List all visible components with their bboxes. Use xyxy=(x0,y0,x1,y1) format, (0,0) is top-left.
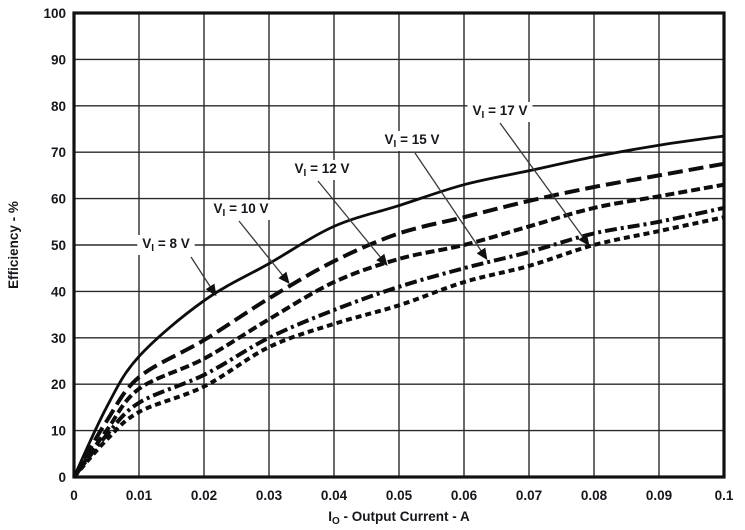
curve-label: VI = 8 V xyxy=(142,236,189,254)
annotation-arrow xyxy=(190,256,217,297)
plot-frame xyxy=(72,11,726,479)
x-tick-label: 0.07 xyxy=(516,488,542,503)
y-tick-label: 80 xyxy=(51,99,66,114)
curve-label-box xyxy=(379,131,445,151)
y-tick-label: 20 xyxy=(51,377,66,392)
annotation-arrow xyxy=(499,122,590,247)
y-tick-label: 90 xyxy=(51,52,66,67)
x-tick-label: 0.03 xyxy=(256,488,283,503)
x-tick-label: 0.08 xyxy=(581,488,608,503)
x-axis-title: IO - Output Current - A xyxy=(328,509,470,527)
y-tick-label: 30 xyxy=(51,331,66,346)
curve-label: VI = 17 V xyxy=(473,103,528,121)
y-tick-label: 10 xyxy=(51,424,66,439)
x-tick-label: 0.09 xyxy=(646,488,672,503)
curve-label-box xyxy=(289,160,355,180)
y-tick-label: 60 xyxy=(51,192,66,207)
x-tick-label: 0.04 xyxy=(321,488,348,503)
curve-label-box xyxy=(137,235,195,255)
annotation-arrow xyxy=(238,220,290,285)
y-tick-label: 0 xyxy=(58,470,66,485)
y-axis-title: Efficiency - % xyxy=(6,201,21,289)
curve-label-box xyxy=(467,102,533,122)
x-tick-label: 0.01 xyxy=(126,488,153,503)
curve-label: VI = 12 V xyxy=(295,161,350,179)
curve-8v xyxy=(72,134,725,478)
x-tick-label: 0 xyxy=(70,488,78,503)
curve-15v xyxy=(72,205,725,479)
y-tick-label: 40 xyxy=(51,284,66,299)
annotation-arrow xyxy=(414,152,488,261)
x-tick-label: 0.05 xyxy=(386,488,413,503)
y-tick-label: 70 xyxy=(51,145,66,160)
curve-label: VI = 15 V xyxy=(385,132,440,150)
x-tick-label: 0.1 xyxy=(715,488,734,503)
curve-label-box xyxy=(208,200,274,220)
y-tick-label: 100 xyxy=(43,6,66,21)
curve-17v xyxy=(72,215,725,479)
curve-12v xyxy=(72,182,725,479)
annotation-arrow xyxy=(317,180,388,267)
y-tick-label: 50 xyxy=(51,238,66,253)
curve-label: VI = 10 V xyxy=(214,201,269,219)
x-tick-label: 0.06 xyxy=(451,488,478,503)
x-tick-label: 0.02 xyxy=(191,488,217,503)
